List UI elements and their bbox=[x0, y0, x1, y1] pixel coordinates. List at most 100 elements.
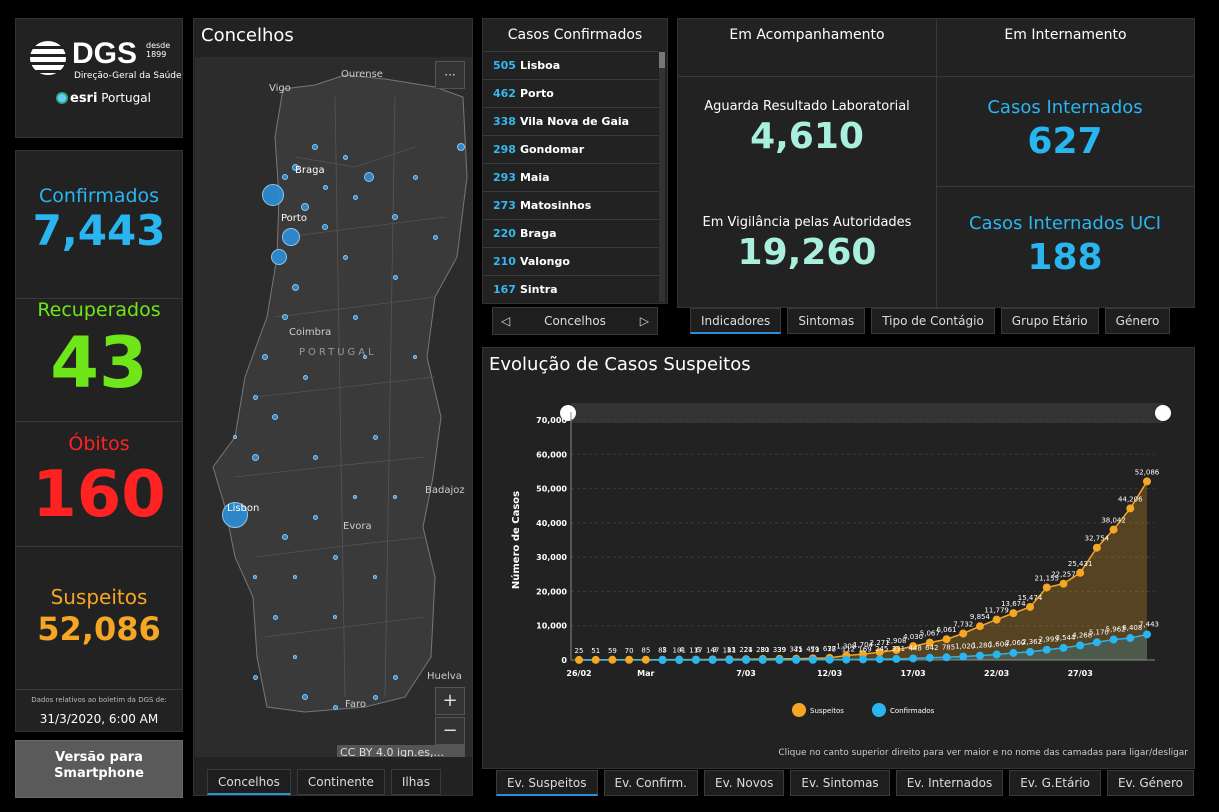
suspects-point[interactable] bbox=[959, 629, 968, 638]
smartphone-version-button[interactable]: Versão para Smartphone bbox=[15, 740, 183, 798]
map-bubble[interactable] bbox=[262, 354, 268, 360]
confirmed-point[interactable] bbox=[1042, 645, 1051, 654]
map-bubble[interactable] bbox=[372, 694, 378, 700]
legend-suspects-marker[interactable] bbox=[792, 703, 806, 717]
map-bubble[interactable] bbox=[252, 394, 258, 400]
list-item[interactable]: 293 Maia bbox=[483, 163, 659, 191]
confirmed-point[interactable] bbox=[1076, 641, 1085, 650]
map-bubble[interactable] bbox=[312, 514, 318, 520]
tab-concelhos[interactable]: Concelhos bbox=[207, 769, 291, 795]
map-bubble[interactable] bbox=[392, 214, 398, 220]
suspects-point[interactable] bbox=[641, 655, 650, 664]
confirmed-point[interactable] bbox=[892, 654, 901, 663]
map-bubble[interactable] bbox=[373, 575, 377, 579]
map-bubble[interactable] bbox=[282, 174, 288, 180]
map-menu-button[interactable]: ··· bbox=[435, 61, 465, 89]
map-bubble[interactable] bbox=[352, 314, 358, 320]
suspects-point[interactable] bbox=[1143, 477, 1151, 486]
legend-suspects-label[interactable]: Suspeitos bbox=[810, 707, 844, 715]
suspects-point[interactable] bbox=[625, 655, 634, 664]
suspects-point[interactable] bbox=[1042, 583, 1051, 592]
suspects-point[interactable] bbox=[942, 635, 951, 644]
map-bubble[interactable] bbox=[332, 554, 338, 560]
scrollbar-thumb[interactable] bbox=[659, 52, 665, 68]
map-bubble[interactable] bbox=[293, 575, 297, 579]
list-item[interactable]: 505 Lisboa bbox=[483, 51, 659, 79]
confirmed-point[interactable] bbox=[925, 653, 934, 662]
suspects-point[interactable] bbox=[608, 655, 617, 664]
suspects-point[interactable] bbox=[892, 646, 901, 655]
list-item[interactable]: 220 Braga bbox=[483, 219, 659, 247]
suspects-point[interactable] bbox=[925, 638, 934, 647]
list-item[interactable]: 298 Gondomar bbox=[483, 135, 659, 163]
confirmed-point[interactable] bbox=[725, 655, 734, 664]
suspects-point[interactable] bbox=[975, 622, 984, 631]
map-bubble[interactable] bbox=[332, 704, 338, 710]
tab-ev-genero[interactable]: Ev. Género bbox=[1106, 770, 1195, 796]
map-bubble[interactable] bbox=[293, 655, 297, 659]
tab-ev-sintomas[interactable]: Ev. Sintomas bbox=[790, 770, 890, 796]
list-item[interactable]: 210 Valongo bbox=[483, 247, 659, 275]
confirmed-point[interactable] bbox=[842, 655, 851, 664]
confirmed-point[interactable] bbox=[808, 655, 817, 664]
map-bubble[interactable] bbox=[412, 174, 418, 180]
map-bubble[interactable] bbox=[352, 194, 358, 200]
map-bubble[interactable] bbox=[413, 355, 417, 359]
map-bubble[interactable] bbox=[301, 203, 309, 211]
tab-tipo-contagio[interactable]: Tipo de Contágio bbox=[871, 308, 995, 334]
confirmed-point[interactable] bbox=[942, 653, 951, 662]
map-bubble[interactable] bbox=[312, 454, 318, 460]
prev-arrow-icon[interactable]: ◁ bbox=[501, 314, 511, 328]
suspects-point[interactable] bbox=[909, 642, 918, 651]
suspects-point[interactable] bbox=[1109, 525, 1118, 534]
suspects-point[interactable] bbox=[1059, 579, 1068, 588]
map-bubble[interactable] bbox=[364, 172, 374, 182]
map-bubble[interactable] bbox=[392, 674, 398, 680]
zoom-out-button[interactable]: − bbox=[435, 717, 465, 745]
map-bubble[interactable] bbox=[291, 163, 299, 171]
map-bubble[interactable] bbox=[372, 434, 378, 440]
list-item[interactable]: 167 Sintra bbox=[483, 275, 659, 303]
confirmed-point[interactable] bbox=[792, 655, 801, 664]
zoom-in-button[interactable]: + bbox=[435, 687, 465, 715]
list-item[interactable]: 273 Matosinhos bbox=[483, 191, 659, 219]
map-bubble[interactable] bbox=[251, 453, 259, 461]
confirmed-point[interactable] bbox=[1092, 638, 1101, 647]
map-bubble[interactable] bbox=[302, 374, 308, 380]
range-slider-track[interactable] bbox=[571, 403, 1163, 423]
confirmed-point[interactable] bbox=[775, 655, 784, 664]
confirmed-point[interactable] bbox=[1109, 635, 1118, 644]
suspects-point[interactable] bbox=[875, 648, 884, 657]
tab-ev-suspeitos[interactable]: Ev. Suspeitos bbox=[496, 770, 598, 796]
confirmed-point[interactable] bbox=[1059, 643, 1068, 652]
suspects-point[interactable] bbox=[1026, 602, 1035, 611]
legend-confirmed-marker[interactable] bbox=[872, 703, 886, 717]
map-bubble[interactable] bbox=[393, 495, 397, 499]
map-canvas[interactable]: Vigo Ourense Braga Porto Coimbra PORTUGA… bbox=[195, 57, 472, 757]
next-arrow-icon[interactable]: ▷ bbox=[639, 314, 649, 328]
tab-ev-novos[interactable]: Ev. Novos bbox=[704, 770, 785, 796]
confirmed-point[interactable] bbox=[742, 655, 751, 664]
confirmed-point[interactable] bbox=[658, 655, 667, 664]
map-bubble[interactable] bbox=[342, 154, 348, 160]
confirmed-point[interactable] bbox=[992, 650, 1001, 659]
tab-genero[interactable]: Género bbox=[1104, 308, 1171, 334]
list-scrollbar[interactable] bbox=[659, 52, 665, 302]
legend-confirmed-label[interactable]: Confirmados bbox=[890, 707, 935, 715]
confirmed-point[interactable] bbox=[758, 655, 767, 664]
range-slider-handle-left[interactable] bbox=[560, 405, 576, 421]
chart-svg[interactable]: 0 10,000 20,000 30,000 40,000 50,000 60,000 70,… bbox=[483, 348, 1194, 768]
suspects-point[interactable] bbox=[1009, 609, 1018, 618]
map-bubble[interactable] bbox=[302, 694, 308, 700]
tab-sintomas[interactable]: Sintomas bbox=[787, 308, 866, 334]
map-bubble[interactable] bbox=[222, 502, 248, 528]
confirmed-point[interactable] bbox=[959, 652, 968, 661]
map-bubble[interactable] bbox=[262, 184, 284, 206]
map-bubble[interactable] bbox=[333, 615, 337, 619]
confirmed-point[interactable] bbox=[1009, 648, 1018, 657]
suspects-point[interactable] bbox=[1092, 543, 1101, 552]
suspects-point[interactable] bbox=[1126, 504, 1135, 513]
confirmed-point[interactable] bbox=[691, 655, 700, 664]
map-attribution[interactable]: CC BY 4.0 ign.es,... bbox=[337, 745, 465, 757]
map-bubble[interactable] bbox=[432, 234, 438, 240]
